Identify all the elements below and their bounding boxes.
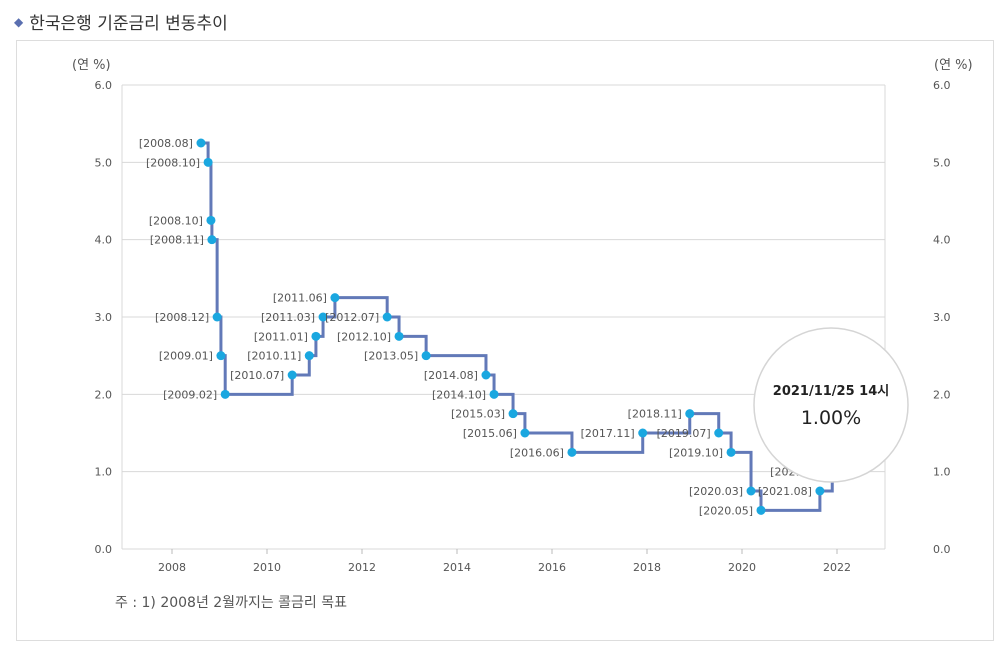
data-label: [2009.02] [163,388,217,401]
data-point[interactable] [207,235,217,245]
data-label: [2013.05] [364,350,418,363]
data-point[interactable] [287,370,297,380]
y-tick-left: 6.0 [95,79,113,92]
y-axis-label-right: (연 %) [934,58,973,73]
data-point[interactable] [756,505,766,515]
data-point[interactable] [638,428,648,438]
x-tick-label: 2020 [728,561,756,574]
data-label: [2016.06] [510,446,564,459]
tooltip-value: 1.00% [801,407,861,429]
data-label: [2015.06] [463,427,517,440]
x-tick-label: 2010 [253,561,281,574]
x-tick-label: 2018 [633,561,661,574]
y-axis-label-left: (연 %) [72,58,111,73]
y-tick-left: 4.0 [95,234,113,247]
y-tick-left: 3.0 [95,311,113,324]
y-tick-right: 4.0 [933,234,951,247]
data-point[interactable] [520,428,530,438]
y-tick-right: 3.0 [933,311,951,324]
data-point[interactable] [481,370,491,380]
x-tick-label: 2008 [158,561,186,574]
data-point[interactable] [489,389,499,399]
data-label: [2012.10] [337,330,391,343]
data-point[interactable] [203,157,213,167]
x-tick-label: 2012 [348,561,376,574]
data-point[interactable] [567,447,577,457]
data-point[interactable] [216,351,226,361]
data-label: [2011.03] [261,311,315,324]
data-point[interactable] [220,389,230,399]
data-point[interactable] [318,312,328,322]
data-point[interactable] [394,331,404,341]
data-label: [2011.06] [273,292,327,305]
data-point[interactable] [726,447,736,457]
data-label: [2008.08] [139,137,193,150]
data-label: [2008.11] [150,234,204,247]
data-point[interactable] [196,138,206,148]
data-point[interactable] [508,409,518,419]
data-label: [2017.11] [581,427,635,440]
y-tick-right: 2.0 [933,388,951,401]
tooltip-date: 2021/11/25 14시 [773,384,889,399]
data-label: [2008.10] [149,214,203,227]
data-label: [2008.10] [146,156,200,169]
data-label: [2015.03] [451,408,505,421]
tooltip-bubble [753,327,909,483]
x-tick-label: 2014 [443,561,471,574]
data-point[interactable] [815,486,825,496]
footnote: 주 : 1) 2008년 2월까지는 콜금리 목표 [115,595,348,611]
data-point[interactable] [685,409,695,419]
y-tick-right: 0.0 [933,543,951,556]
data-label: [2012.07] [325,311,379,324]
data-label: [2019.10] [669,446,723,459]
data-point[interactable] [714,428,724,438]
title-text: 한국은행 기준금리 변동추이 [29,14,228,34]
data-label: [2014.10] [432,388,486,401]
data-label: [2021.08] [758,485,812,498]
y-tick-left: 5.0 [95,156,113,169]
data-label: [2009.01] [159,350,213,363]
data-label: [2020.03] [689,485,743,498]
y-tick-right: 5.0 [933,156,951,169]
data-label: [2010.07] [230,369,284,382]
data-point[interactable] [421,351,431,361]
data-label: [2018.11] [628,408,682,421]
data-label: [2020.05] [699,504,753,517]
data-point[interactable] [330,293,340,303]
diamond-bullet-icon: ◆ [14,14,24,29]
data-label: [2008.12] [155,311,209,324]
data-label: [2011.01] [254,330,308,343]
y-tick-left: 2.0 [95,388,113,401]
y-tick-right: 1.0 [933,466,951,479]
y-tick-left: 0.0 [95,543,113,556]
data-label: [2019.07] [657,427,711,440]
data-point[interactable] [304,351,314,361]
y-tick-right: 6.0 [933,79,951,92]
data-point[interactable] [206,215,216,225]
y-tick-left: 1.0 [95,466,113,479]
data-label: [2010.11] [247,350,301,363]
data-point[interactable] [311,331,321,341]
chart-panel [16,40,994,641]
data-point[interactable] [746,486,756,496]
data-point[interactable] [382,312,392,322]
x-tick-label: 2016 [538,561,566,574]
data-point[interactable] [212,312,222,322]
page-title: ◆ 한국은행 기준금리 변동추이 [14,9,228,34]
x-tick-label: 2022 [823,561,851,574]
data-label: [2014.08] [424,369,478,382]
